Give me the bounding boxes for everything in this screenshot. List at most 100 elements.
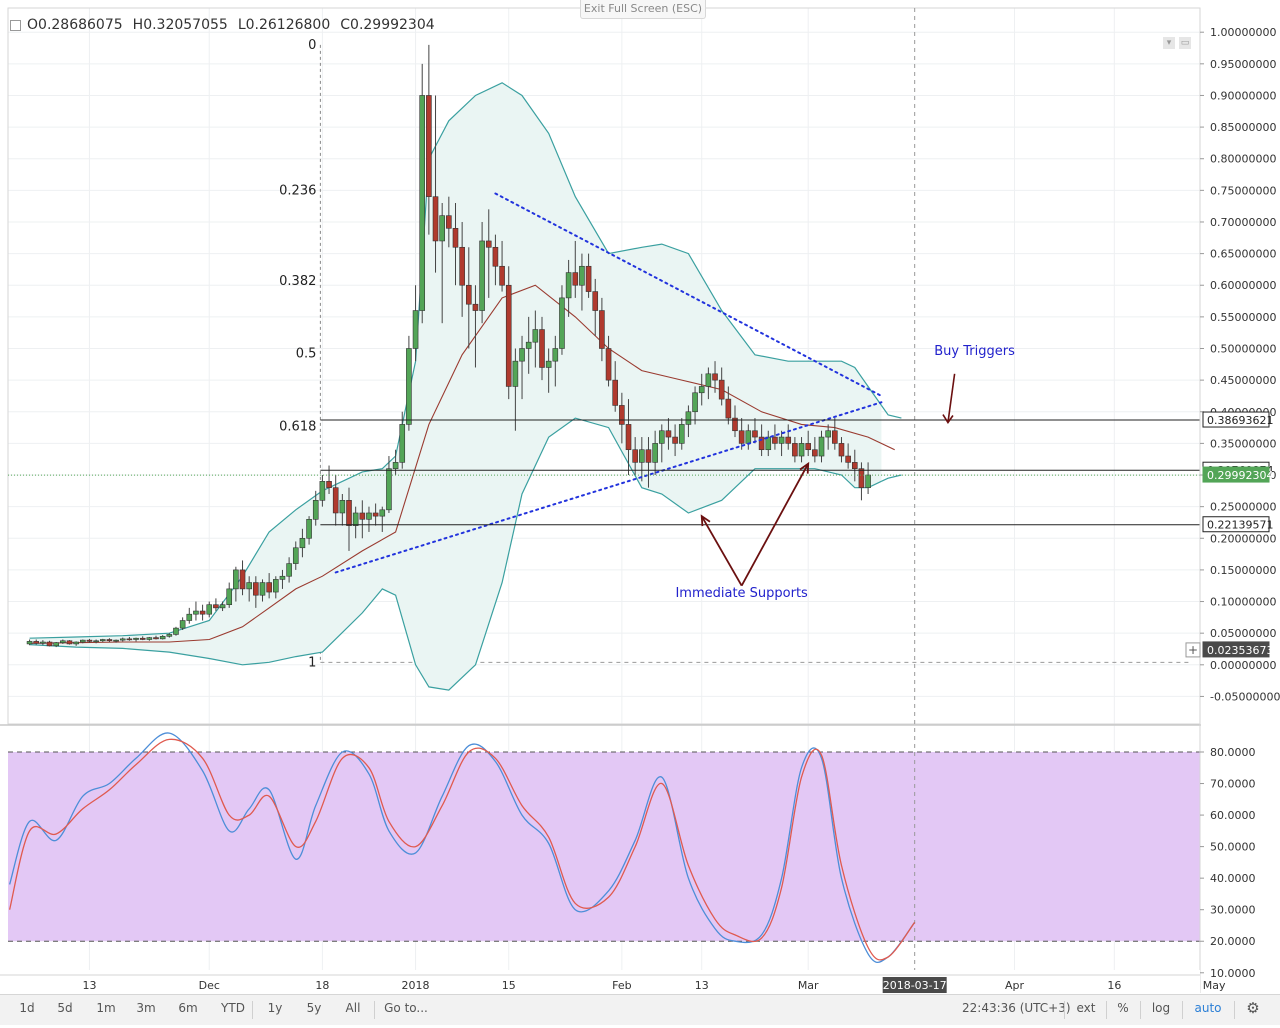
candle[interactable] (772, 424, 778, 450)
candle[interactable] (565, 259, 572, 317)
candle[interactable] (153, 635, 159, 640)
candle[interactable] (406, 335, 412, 431)
candle[interactable] (812, 437, 818, 463)
candle[interactable] (545, 348, 552, 393)
candle[interactable] (845, 443, 851, 469)
candle[interactable] (639, 437, 645, 482)
candle[interactable] (778, 430, 785, 457)
candle[interactable] (725, 386, 732, 425)
candle[interactable] (173, 626, 179, 636)
candle[interactable] (805, 430, 812, 457)
candle[interactable] (738, 418, 745, 450)
candle[interactable] (106, 638, 113, 643)
candle[interactable] (386, 456, 392, 513)
timeframe-button-all[interactable]: All (345, 1001, 361, 1015)
candle[interactable] (299, 528, 306, 558)
gear-icon[interactable]: ⚙ (1246, 999, 1260, 1017)
candle[interactable] (718, 367, 725, 406)
candle[interactable] (585, 253, 592, 298)
candle[interactable] (33, 639, 40, 645)
candle[interactable] (80, 639, 86, 644)
candle[interactable] (66, 640, 73, 645)
candle[interactable] (579, 253, 585, 311)
candle[interactable] (712, 361, 718, 393)
symbol-toggle[interactable] (10, 19, 21, 31)
candle[interactable] (392, 449, 399, 476)
candle[interactable] (552, 335, 559, 387)
candle[interactable] (332, 475, 339, 526)
candle[interactable] (119, 637, 126, 642)
candle[interactable] (346, 487, 352, 551)
candle[interactable] (86, 638, 93, 643)
candle[interactable] (665, 418, 672, 450)
candle[interactable] (259, 579, 266, 602)
candle[interactable] (73, 641, 79, 646)
candle[interactable] (658, 424, 665, 463)
percent-button[interactable]: % (1117, 1001, 1129, 1015)
candle[interactable] (858, 462, 865, 501)
candle[interactable] (206, 601, 213, 618)
candle[interactable] (133, 637, 139, 642)
candle[interactable] (139, 636, 146, 641)
candle[interactable] (253, 576, 259, 608)
candle[interactable] (652, 430, 658, 476)
candle[interactable] (685, 405, 692, 438)
candle[interactable] (559, 285, 565, 355)
candle[interactable] (352, 506, 359, 539)
candle[interactable] (339, 493, 346, 526)
candle[interactable] (832, 418, 838, 450)
candle[interactable] (865, 462, 871, 494)
candle[interactable] (266, 573, 272, 599)
annotation-text[interactable]: Buy Triggers (934, 344, 1015, 359)
candle[interactable] (412, 285, 419, 362)
candle[interactable] (146, 636, 153, 641)
candle[interactable] (619, 392, 625, 444)
candle[interactable] (93, 639, 99, 644)
add-alert-button[interactable] (1185, 642, 1201, 658)
candle[interactable] (732, 405, 738, 438)
pane-down-icon[interactable]: ▾ (1163, 37, 1175, 49)
timeframe-button-1d[interactable]: 1d (19, 1001, 35, 1015)
candle[interactable] (572, 240, 579, 298)
candle[interactable] (53, 642, 59, 648)
candle[interactable] (525, 316, 532, 374)
candle[interactable] (226, 582, 233, 608)
candle[interactable] (605, 335, 612, 387)
candle[interactable] (126, 636, 133, 641)
candle[interactable] (279, 569, 286, 589)
candle[interactable] (246, 576, 252, 602)
log-button[interactable]: log (1151, 1001, 1171, 1015)
candle[interactable] (272, 576, 279, 599)
candle[interactable] (219, 601, 226, 612)
candle[interactable] (672, 424, 678, 457)
candle[interactable] (485, 209, 492, 298)
timeframe-button-3m[interactable]: 3m (136, 1001, 156, 1015)
candle[interactable] (379, 506, 386, 532)
candle[interactable] (479, 221, 485, 324)
candle[interactable] (40, 640, 46, 646)
candle[interactable] (179, 617, 186, 631)
timeframe-button-goto[interactable]: Go to... (384, 1001, 428, 1015)
candle[interactable] (359, 500, 366, 539)
candle[interactable] (286, 557, 292, 583)
annotation-text[interactable]: Immediate Supports (675, 586, 808, 601)
candle[interactable] (432, 95, 439, 273)
candle[interactable] (599, 297, 605, 362)
candle[interactable] (492, 234, 499, 286)
candle[interactable] (512, 348, 519, 431)
candle[interactable] (459, 221, 465, 317)
candle[interactable] (166, 633, 173, 638)
candle[interactable] (792, 437, 798, 463)
candle[interactable] (838, 437, 845, 463)
timeframe-button-5d[interactable]: 5d (57, 1001, 73, 1015)
timeframe-button-1y[interactable]: 1y (267, 1001, 283, 1015)
candle[interactable] (199, 604, 206, 621)
candle[interactable] (752, 418, 758, 444)
ext-button[interactable]: ext (1076, 1001, 1096, 1015)
candle[interactable] (851, 449, 858, 482)
candle[interactable] (372, 503, 379, 526)
candle[interactable] (306, 516, 312, 545)
candle[interactable] (213, 598, 219, 612)
candle[interactable] (625, 399, 632, 476)
candle[interactable] (692, 386, 698, 425)
